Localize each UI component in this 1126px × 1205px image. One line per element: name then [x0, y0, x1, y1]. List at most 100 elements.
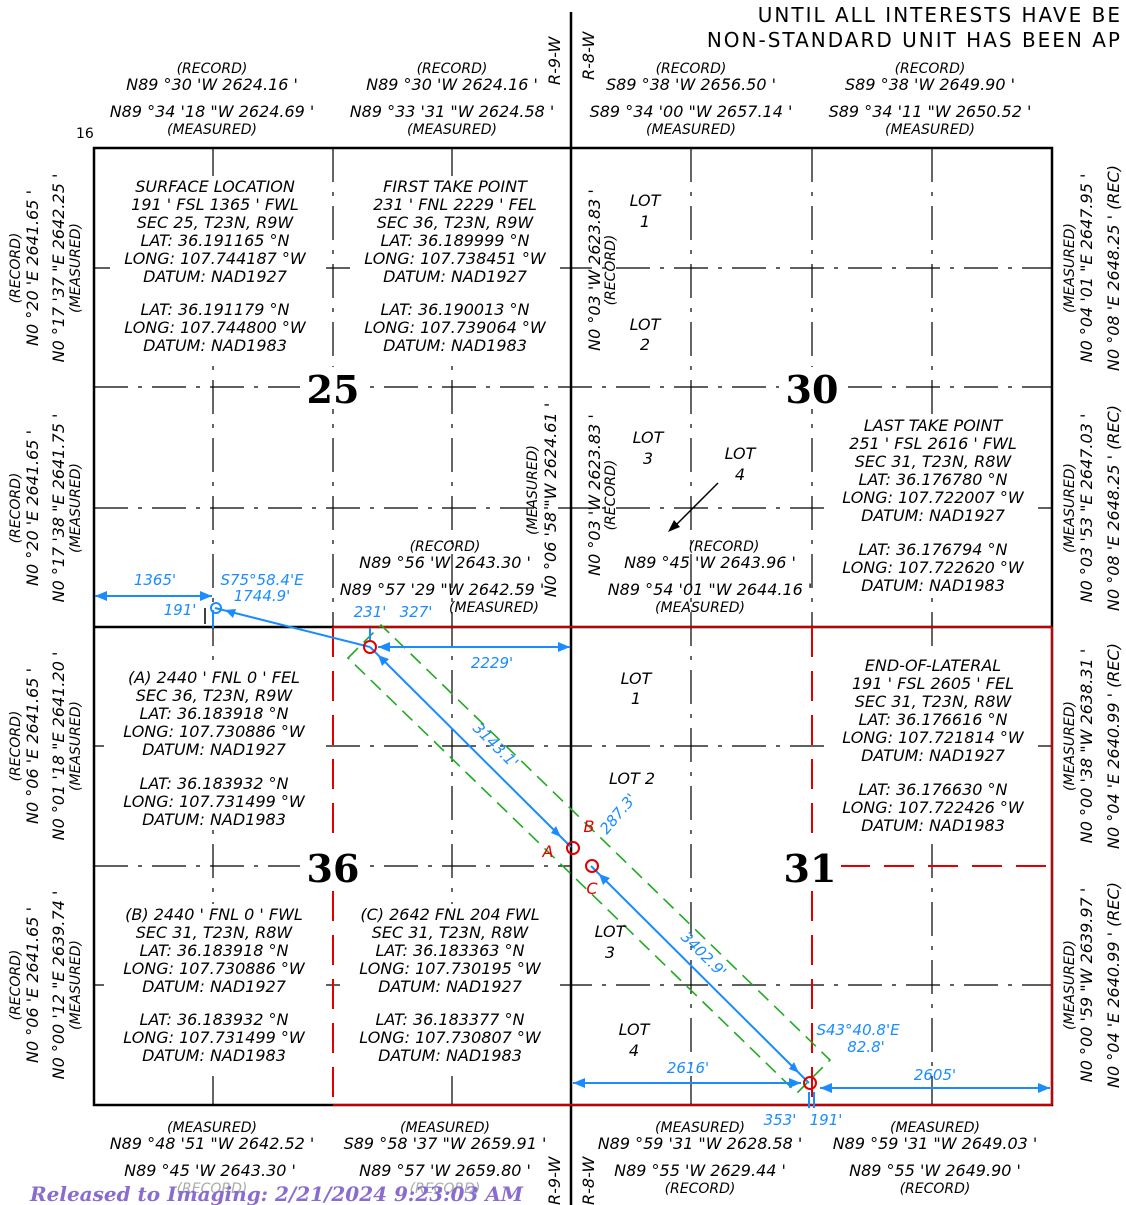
- range-r9w-top: R-9-W: [545, 35, 564, 85]
- left-bearing-1: (RECORD) N0 °20 'E 2641.65 ' N0 °17 '37 …: [8, 174, 84, 363]
- svg-text:DATUM: NAD1983: DATUM: NAD1983: [861, 816, 1005, 835]
- svg-text:N0 °04 'E 2640.99 ' (REC): N0 °04 'E 2640.99 ' (REC): [1104, 882, 1123, 1088]
- svg-text:LONG: 107.721814 °W: LONG: 107.721814 °W: [842, 728, 1025, 747]
- svg-text:(RECORD): (RECORD): [603, 460, 619, 531]
- lot-labels: LOT 1 LOT LOT LOT 3 LOT 4 LOT 1 LOT 2 LO…: [595, 191, 757, 1060]
- bottom-bearing-c: (MEASURED) N89 °59 '31 "W 2628.58 ' N89 …: [598, 1120, 803, 1197]
- svg-text:(MEASURED): (MEASURED): [655, 600, 745, 616]
- svg-text:(RECORD): (RECORD): [410, 1181, 481, 1197]
- section-label-bg: [300, 846, 366, 888]
- svg-text:N89 °59 '31 "W 2649.03 ': N89 °59 '31 "W 2649.03 ': [833, 1134, 1038, 1153]
- dim-s75-bearing: S75°58.4'E: [220, 571, 304, 589]
- svg-text:DATUM: NAD1983: DATUM: NAD1983: [142, 1046, 286, 1065]
- top-bearing-a: (RECORD) N89 °30 'W 2624.16 ' N89 °34 '1…: [110, 61, 315, 138]
- surface-location-block: SURFACE LOCATION 191 ' FSL 1365 ' FWL SE…: [110, 176, 320, 358]
- svg-text:DATUM: NAD1983: DATUM: NAD1983: [383, 336, 527, 355]
- point-b-block: (B) 2440 ' FNL 0 ' FWL SEC 31, T23N, R8W…: [104, 904, 324, 1066]
- dim-s75-length: 1744.9': [234, 587, 291, 605]
- svg-text:LAT: 36.176616 °N: LAT: 36.176616 °N: [858, 710, 1007, 729]
- release-stamp: Released to Imaging: 2/21/2024 9:23:03 A…: [29, 1182, 524, 1205]
- right-bearing-3: (MEASURED) N0 °00 '38 "W 2638.31 ' N0 °0…: [1062, 643, 1123, 849]
- svg-text:DATUM: NAD1927: DATUM: NAD1927: [378, 977, 523, 996]
- svg-text:(RECORD): (RECORD): [410, 539, 481, 555]
- svg-text:N89 °30 'W 2624.16 ': N89 °30 'W 2624.16 ': [366, 75, 538, 94]
- left-bearing-2: (RECORD) N0 °20 'E 2641.65 ' N0 °17 '38 …: [8, 414, 84, 603]
- svg-text:END-OF-LATERAL: END-OF-LATERAL: [865, 656, 1001, 675]
- arrowhead: [789, 1078, 801, 1088]
- section-16: 16: [76, 126, 94, 142]
- svg-text:N0 °17 '37 "E 2642.25 ': N0 °17 '37 "E 2642.25 ': [49, 174, 68, 363]
- svg-text:SEC 31, T23N, R8W: SEC 31, T23N, R8W: [372, 923, 530, 942]
- svg-text:(MEASURED): (MEASURED): [1062, 701, 1078, 791]
- svg-text:(MEASURED): (MEASURED): [885, 122, 975, 138]
- range-r9w-bottom: R-9-W: [545, 1155, 564, 1205]
- svg-text:N0 °04 '01 "E 2647.95 ': N0 °04 '01 "E 2647.95 ': [1077, 174, 1096, 363]
- svg-text:251 ' FSL 2616 ' FWL: 251 ' FSL 2616 ' FWL: [849, 434, 1017, 453]
- right-bearing-4: (MEASURED) N0 °00 '59 "W 2639.97 ' N0 °0…: [1062, 882, 1123, 1088]
- svg-text:(MEASURED): (MEASURED): [890, 1120, 980, 1136]
- dim-2616: 2616': [667, 1059, 709, 1077]
- svg-text:(RECORD): (RECORD): [177, 61, 248, 77]
- svg-text:(MEASURED): (MEASURED): [655, 1120, 745, 1136]
- arrowhead: [1038, 1083, 1050, 1093]
- dim-231: 231': [354, 603, 387, 621]
- svg-text:LOT: LOT: [630, 315, 662, 334]
- svg-text:LONG: 107.731499 °W: LONG: 107.731499 °W: [123, 1028, 306, 1047]
- svg-text:N0 °08 'E 2648.25 ' (REC): N0 °08 'E 2648.25 ' (REC): [1104, 165, 1123, 371]
- svg-text:S89 °38 'W 2649.90 ': S89 °38 'W 2649.90 ': [845, 75, 1015, 94]
- svg-text:(RECORD): (RECORD): [689, 539, 760, 555]
- right-bearing-1: (MEASURED) N0 °04 '01 "E 2647.95 ' N0 °0…: [1062, 165, 1123, 371]
- svg-text:LAT: 36.191165 °N: LAT: 36.191165 °N: [140, 231, 289, 250]
- svg-text:LAT: 36.183918 °N: LAT: 36.183918 °N: [139, 941, 288, 960]
- bottom-bearing-b: (MEASURED) S89 °58 '37 "W 2659.91 ' N89 …: [344, 1120, 547, 1197]
- range-r8w-bottom: R-8-W: [579, 1155, 598, 1205]
- svg-text:LAT: 36.191179 °N: LAT: 36.191179 °N: [140, 300, 289, 319]
- svg-text:N89 °55 'W 2649.90 ': N89 °55 'W 2649.90 ': [849, 1161, 1021, 1180]
- svg-text:DATUM: NAD1927: DATUM: NAD1927: [383, 267, 528, 286]
- svg-text:(RECORD): (RECORD): [8, 711, 24, 782]
- svg-text:231 ' FNL 2229 ' FEL: 231 ' FNL 2229 ' FEL: [373, 195, 537, 214]
- svg-text:DATUM: NAD1983: DATUM: NAD1983: [143, 336, 287, 355]
- svg-text:(RECORD): (RECORD): [8, 473, 24, 544]
- svg-text:LOT: LOT: [630, 191, 662, 210]
- right-bearing-2: (MEASURED) N0 °03 '53 "E 2647.03 ' N0 °0…: [1062, 405, 1123, 611]
- svg-text:LONG: 107.722620 °W: LONG: 107.722620 °W: [842, 558, 1025, 577]
- end-of-lateral-block: END-OF-LATERAL 191 ' FSL 2605 ' FEL SEC …: [828, 655, 1038, 837]
- mid-bearing-b: (RECORD) N89 °45 'W 2643.96 ' N89 °54 '0…: [608, 539, 813, 616]
- svg-text:LONG: 107.738451 °W: LONG: 107.738451 °W: [364, 249, 547, 268]
- top-bearing-d: (RECORD) S89 °38 'W 2649.90 ' S89 °34 '1…: [829, 61, 1032, 138]
- bottom-bearing-a: (MEASURED) N89 °48 '51 "W 2642.52 ' N89 …: [110, 1120, 315, 1197]
- svg-text:N89 °54 '01 "W 2644.16 ': N89 °54 '01 "W 2644.16 ': [608, 580, 813, 599]
- center-bearing-1: N0 °03 'W 2623.83 ' (RECORD): [585, 189, 619, 351]
- svg-text:DATUM: NAD1927: DATUM: NAD1927: [142, 977, 287, 996]
- arrowhead: [95, 591, 107, 601]
- svg-text:(MEASURED): (MEASURED): [167, 1120, 257, 1136]
- svg-text:N0 °03 'W 2623.83 ': N0 °03 'W 2623.83 ': [585, 189, 604, 351]
- svg-text:N0 °06 '58 "W 2624.61 ': N0 °06 '58 "W 2624.61 ': [541, 403, 560, 597]
- svg-text:SEC 31, T23N, R8W: SEC 31, T23N, R8W: [136, 923, 294, 942]
- arrowhead: [558, 642, 570, 652]
- svg-text:N89 °45 'W 2643.30 ': N89 °45 'W 2643.30 ': [124, 1161, 296, 1180]
- section-label-bg: [779, 367, 845, 409]
- dim-s43-length: 82.8': [847, 1038, 885, 1056]
- svg-text:(MEASURED): (MEASURED): [407, 122, 497, 138]
- svg-text:(MEASURED): (MEASURED): [400, 1120, 490, 1136]
- svg-text:(MEASURED): (MEASURED): [1062, 463, 1078, 553]
- svg-text:LAT: 36.183363 °N: LAT: 36.183363 °N: [375, 941, 524, 960]
- svg-text:(RECORD): (RECORD): [417, 61, 488, 77]
- svg-text:191 ' FSL 1365 ' FWL: 191 ' FSL 1365 ' FWL: [131, 195, 299, 214]
- svg-text:4: 4: [629, 1041, 639, 1060]
- svg-text:DATUM: NAD1927: DATUM: NAD1927: [861, 506, 1006, 525]
- svg-text:N0 °20 'E 2641.65 ': N0 °20 'E 2641.65 ': [23, 430, 42, 586]
- svg-text:(MEASURED): (MEASURED): [68, 463, 84, 553]
- svg-text:LAT: 36.190013 °N: LAT: 36.190013 °N: [380, 300, 529, 319]
- svg-text:1: 1: [640, 212, 650, 231]
- point-a-label: A: [542, 842, 554, 861]
- svg-text:S89 °34 '11 "W 2650.52 ': S89 °34 '11 "W 2650.52 ': [829, 102, 1032, 121]
- svg-text:N0 °06 'E 2641.65 ': N0 °06 'E 2641.65 ': [23, 668, 42, 824]
- svg-text:LAT: 36.176780 °N: LAT: 36.176780 °N: [858, 470, 1007, 489]
- svg-text:(MEASURED): (MEASURED): [68, 701, 84, 791]
- svg-text:LONG: 107.722007 °W: LONG: 107.722007 °W: [842, 488, 1025, 507]
- dim-s43-bearing: S43°40.8'E: [816, 1021, 900, 1039]
- arrowhead: [225, 609, 236, 618]
